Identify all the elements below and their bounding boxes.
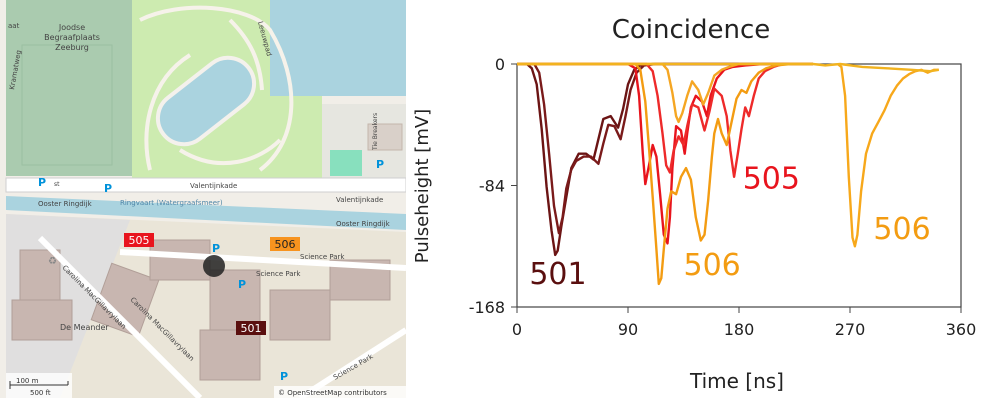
parking-icon: P — [238, 278, 246, 291]
attribution-box — [274, 386, 406, 398]
cemetery-label-1: Joodse — [58, 23, 85, 32]
series-annotation-506: 506 — [684, 248, 741, 283]
location-marker — [203, 255, 225, 277]
park-paths — [139, 5, 294, 172]
valentijnkade-label-2: Valentijnkade — [336, 196, 383, 204]
series-annotation-506: 506 — [873, 212, 930, 247]
parking-icon: P — [212, 242, 220, 255]
station-505-label: 505 — [129, 234, 150, 247]
canal — [6, 196, 406, 230]
chart-title: Coincidence — [612, 15, 771, 45]
osm-map[interactable]: Joodse Begraafplaats Zeeburg Kramatweg L… — [0, 0, 406, 398]
series-line-501-0 — [517, 62, 813, 257]
station-506-badge — [270, 237, 300, 251]
series-line-501-1 — [517, 62, 813, 235]
plot-area: 0 90 180 270 360 0 -84 -168 501 505 506 506 — [469, 55, 977, 339]
cemetery-area — [6, 0, 132, 176]
sports-field — [330, 150, 362, 176]
y-tick-label: -84 — [479, 177, 505, 196]
science-park-label-2: Science Park — [256, 270, 301, 278]
scale-metric: 100 m — [16, 377, 39, 385]
st-label: st — [54, 181, 60, 188]
station-501-marker[interactable]: 501 — [236, 321, 266, 335]
x-tick-label: 0 — [512, 320, 522, 339]
cemetery-label-2: Begraafplaats — [44, 33, 100, 42]
parking-icon: P — [104, 182, 112, 195]
aat-label: aat — [8, 22, 20, 30]
cemetery-label-3: Zeeburg — [55, 43, 89, 52]
series-line-505-3 — [517, 62, 813, 178]
parking-icon: P — [38, 176, 46, 189]
series-annotation-501: 501 — [529, 257, 586, 292]
building — [367, 123, 403, 151]
y-tick-label: 0 — [495, 55, 505, 74]
series-annotation-505: 505 — [743, 161, 800, 196]
x-tick-label: 270 — [835, 320, 866, 339]
y-axis-label: Pulseheight [mV] — [412, 109, 433, 263]
parking-icon: P — [376, 158, 384, 171]
valentijnkade-road — [5, 177, 406, 193]
series-line-trace-7 — [517, 62, 939, 73]
x-tick-label: 360 — [946, 320, 977, 339]
lake-area — [270, 0, 406, 96]
canal-label: Ringvaart (Watergraafsmeer) — [120, 199, 223, 207]
ooster-ringdijk-label-1: Ooster Ringdijk — [38, 200, 93, 208]
cemetery-trees — [21, 44, 113, 166]
x-axis-label: Time [ns] — [689, 369, 784, 393]
campus-buildings — [11, 239, 391, 381]
station-506-marker[interactable]: 506 — [270, 237, 300, 251]
station-501-badge — [236, 321, 266, 335]
station-506-label: 506 — [275, 238, 296, 251]
x-tick-label: 90 — [618, 320, 638, 339]
series-line-505-2 — [517, 62, 813, 245]
tie-breakers-label: Tie Breakers — [372, 113, 379, 151]
pond — [155, 55, 257, 147]
x-tick-label: 180 — [724, 320, 755, 339]
coincidence-chart: Coincidence Time [ns] Pulseheight [mV] 0… — [412, 15, 977, 393]
ooster-ringdijk-label-2: Ooster Ringdijk — [336, 220, 391, 228]
valentijnkade-label-1: Valentijnkade — [190, 182, 237, 190]
y-tick-label: -168 — [469, 298, 505, 317]
de-meander-label: De Meander — [60, 323, 109, 332]
series-line-506-4 — [517, 62, 813, 286]
scale-imperial: 500 ft — [30, 389, 51, 397]
station-505-marker[interactable]: 505 — [124, 233, 154, 247]
station-505-badge — [124, 233, 154, 247]
station-501-label: 501 — [241, 322, 262, 335]
series-line-506-5 — [517, 62, 813, 124]
map-attribution[interactable]: © OpenStreetMap contributors — [278, 389, 387, 397]
science-park-label-1: Science Park — [300, 253, 345, 261]
parking-markers: P P P P P P — [38, 158, 384, 383]
map-scale-bar: 100 m 500 ft — [6, 373, 72, 398]
recycling-icon: ♻ — [48, 256, 57, 267]
parking-icon: P — [280, 370, 288, 383]
